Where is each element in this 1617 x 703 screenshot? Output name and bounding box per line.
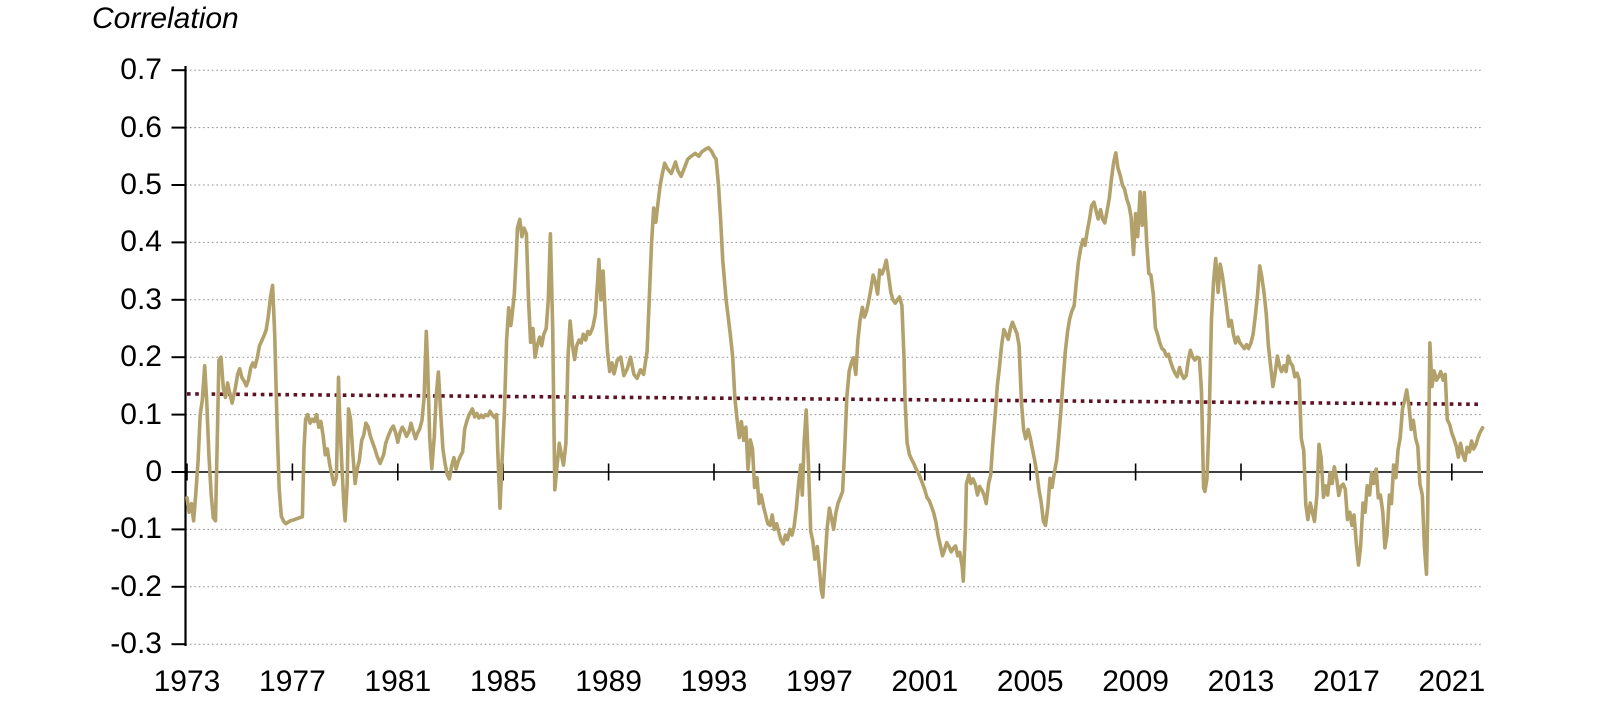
y-axis-tick-label: 0.6 [120, 110, 162, 144]
x-axis-tick-label: 1989 [575, 665, 642, 698]
y-axis-tick-label: 0.2 [120, 340, 162, 374]
series-line [185, 145, 1485, 599]
gridlines [185, 69, 1483, 645]
y-axis-ticks [171, 69, 186, 646]
y-axis-tick-label: 0 [145, 455, 162, 488]
x-axis-tick-label: 2013 [1207, 665, 1275, 698]
x-axis-tick-label: 1997 [786, 665, 853, 698]
x-axis-tick-label: 2017 [1313, 665, 1380, 698]
trend-path [186, 392, 1483, 407]
y-axis-tick-label: -0.2 [110, 569, 162, 603]
y-axis-tick-label: 0.1 [120, 397, 162, 431]
x-axis-tick-label: 2005 [996, 665, 1064, 698]
y-axis-tick-label: 0.7 [120, 53, 162, 87]
x-axis-tick-label: 1985 [469, 665, 537, 698]
y-axis-tick-label: 0.5 [120, 168, 162, 201]
y-axis-tick-label: -0.3 [110, 627, 162, 661]
x-axis-tick-label: 2021 [1418, 665, 1486, 698]
x-axis-tick-label: 1977 [259, 665, 326, 698]
x-axis-tick-label: 1973 [153, 665, 221, 698]
rolling-correlation-path [185, 145, 1485, 599]
x-axis-tick-label: 2001 [891, 665, 959, 698]
y-axis-tick-label: 0.3 [120, 282, 162, 316]
x-axis-tick-label: 1993 [680, 665, 748, 698]
y-axis-tick-label: 0.4 [120, 225, 162, 259]
y-axis-tick-label: -0.1 [110, 512, 162, 546]
x-axis-tick-label: 2009 [1102, 665, 1169, 698]
x-axis-tick-label: 1981 [364, 665, 432, 698]
chart-title: Correlation [92, 2, 239, 35]
trend-line [186, 392, 1483, 407]
